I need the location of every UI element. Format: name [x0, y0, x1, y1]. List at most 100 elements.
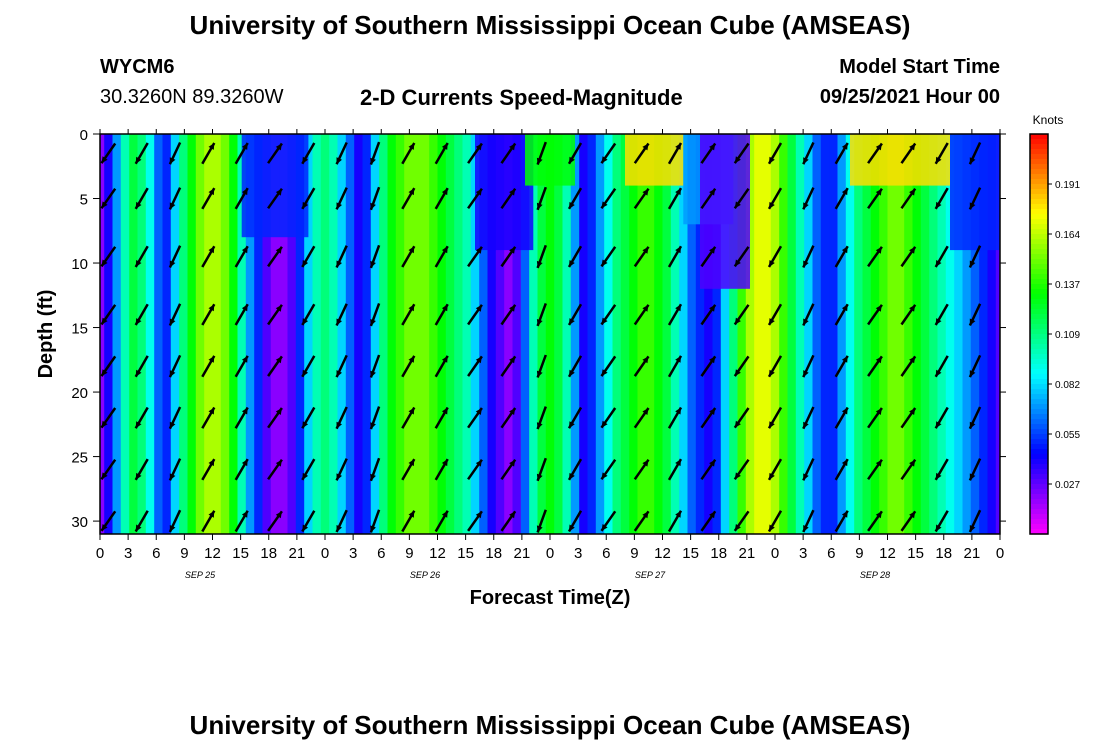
vector-head	[241, 143, 248, 150]
x-tick-label: 6	[152, 545, 160, 562]
heatmap-column	[487, 134, 497, 534]
current-vector	[134, 245, 149, 268]
current-vector	[733, 187, 750, 210]
current-vector	[234, 142, 249, 165]
vector-head	[169, 202, 176, 210]
vector-head	[101, 420, 108, 428]
colorbar-segment	[1030, 314, 1048, 320]
heatmap-column	[304, 134, 314, 534]
colorbar-segment	[1030, 519, 1048, 525]
current-vector	[168, 354, 182, 378]
colorbar-segment	[1030, 529, 1048, 535]
x-tick-label: 0	[996, 545, 1004, 562]
x-tick-label: 9	[180, 545, 188, 562]
heatmap-column	[745, 134, 755, 534]
vector-head	[734, 524, 741, 531]
current-vector	[567, 187, 583, 210]
x-tick-label: 6	[827, 545, 835, 562]
colorbar-segment	[1030, 194, 1048, 200]
heatmap-column	[687, 134, 697, 534]
colorbar-segment	[1030, 164, 1048, 170]
current-vector	[369, 406, 381, 430]
heatmap-column	[245, 134, 255, 534]
current-vector	[802, 354, 815, 378]
current-vector	[234, 303, 249, 326]
current-vector	[767, 510, 783, 533]
current-vector	[567, 355, 583, 378]
vector-head	[841, 304, 848, 312]
colorbar-segment	[1030, 139, 1048, 145]
vector-head	[601, 369, 608, 377]
current-vector	[234, 245, 249, 268]
current-vector	[968, 354, 982, 378]
current-vector	[867, 510, 883, 532]
colorbar-segment	[1030, 524, 1048, 530]
vector-head	[208, 246, 215, 254]
vector-head	[275, 408, 282, 415]
vector-head	[969, 370, 976, 378]
heatmap-column	[154, 134, 164, 534]
vector-head	[509, 246, 516, 254]
vector-head	[101, 259, 108, 267]
current-vector	[500, 355, 517, 377]
x-tick-label: 3	[124, 545, 132, 562]
vector-head	[569, 369, 575, 377]
current-vector	[168, 406, 182, 430]
heatmap-column	[645, 134, 655, 534]
x-tick-label: 0	[546, 545, 554, 562]
current-vector	[867, 187, 883, 210]
vector-head	[208, 407, 215, 415]
current-vector	[536, 186, 547, 211]
y-tick-label: 10	[71, 256, 88, 273]
current-vector	[600, 187, 617, 210]
current-vector	[934, 406, 949, 429]
current-vector	[900, 510, 917, 532]
current-vector	[301, 303, 316, 326]
colorbar-segment	[1030, 179, 1048, 185]
vector-head	[935, 156, 942, 164]
current-vector	[500, 246, 517, 268]
x-tick-label: 9	[405, 545, 413, 562]
heatmap-column	[704, 134, 714, 534]
current-vector	[834, 510, 849, 533]
vector-head	[509, 511, 516, 519]
y-tick-label: 30	[71, 514, 88, 531]
vector-head	[275, 143, 282, 151]
heatmap-column	[887, 134, 897, 534]
colorbar-segment	[1030, 399, 1048, 405]
current-vector	[201, 458, 216, 481]
vector-head	[169, 525, 176, 532]
vector-head	[475, 188, 482, 196]
chart-subtitle: 2-D Currents Speed-Magnitude	[360, 85, 683, 110]
current-vector	[369, 186, 381, 211]
colorbar-tick-label: 0.164	[1055, 230, 1080, 241]
vector-head	[969, 525, 976, 532]
x-tick-label: 21	[739, 545, 756, 562]
vector-head	[569, 472, 575, 480]
vector-head	[408, 246, 415, 254]
vector-head	[675, 407, 681, 415]
heatmap-column	[762, 134, 772, 534]
heatmap-column	[670, 134, 680, 534]
vector-head	[135, 201, 142, 209]
heatmap-column	[720, 134, 730, 534]
vector-head	[601, 259, 608, 267]
current-vectors	[100, 141, 982, 533]
vector-head	[536, 319, 543, 326]
current-vector	[733, 304, 750, 326]
current-vector	[168, 187, 182, 210]
heatmap-column	[754, 134, 764, 534]
heatmap-column	[404, 134, 414, 534]
vector-head	[675, 188, 681, 196]
current-vector	[700, 510, 717, 532]
vector-head	[909, 246, 916, 254]
current-vector	[301, 245, 316, 268]
current-vector	[100, 355, 117, 377]
colorbar-segment	[1030, 284, 1048, 290]
current-vector	[934, 510, 949, 533]
vector-head	[475, 246, 482, 254]
heatmap-column	[879, 134, 889, 534]
vector-head	[969, 157, 976, 165]
heatmap-column	[854, 134, 864, 534]
vector-head	[935, 524, 942, 532]
